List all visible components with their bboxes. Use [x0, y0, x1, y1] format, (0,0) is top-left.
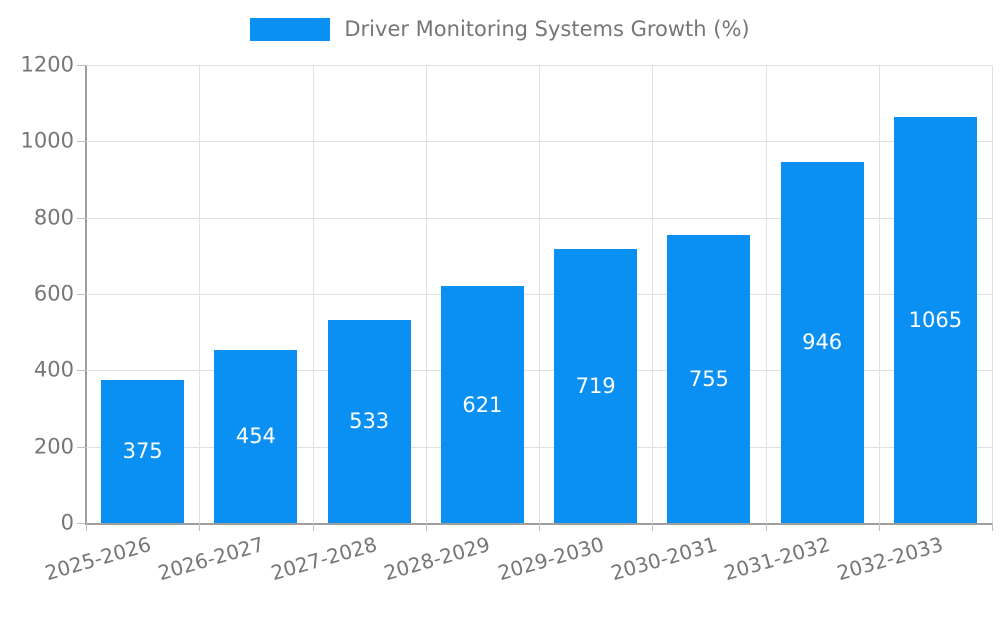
- bar[interactable]: 454: [214, 349, 298, 523]
- bar-value-label: 533: [349, 409, 390, 434]
- x-gridline: [539, 65, 540, 523]
- x-tick-mark: [86, 523, 87, 531]
- x-gridline: [425, 65, 427, 523]
- bar-value-label: 375: [122, 439, 163, 464]
- bar-value-label: 946: [802, 330, 843, 355]
- x-gridline: [652, 65, 654, 523]
- x-gridline: [878, 65, 880, 523]
- x-gridline: [992, 65, 993, 523]
- bar[interactable]: 755: [667, 234, 751, 523]
- y-tick-mark: [77, 65, 85, 66]
- y-tick-mark: [77, 217, 85, 219]
- legend-color-swatch: [250, 17, 331, 41]
- x-tick-mark: [652, 523, 654, 531]
- bar[interactable]: 375: [101, 379, 185, 523]
- y-tick-label: 1000: [20, 128, 74, 153]
- x-tick-mark: [199, 523, 201, 531]
- x-tick-mark: [425, 523, 427, 531]
- chart-legend[interactable]: Driver Monitoring Systems Growth (%): [0, 17, 1000, 41]
- x-tick-mark: [765, 523, 767, 531]
- y-tick-label: 1200: [20, 52, 74, 77]
- bar[interactable]: 621: [440, 286, 524, 523]
- bar[interactable]: 719: [554, 248, 638, 523]
- bar-value-label: 755: [688, 366, 729, 391]
- y-tick-mark: [77, 141, 85, 143]
- y-tick-label: 600: [33, 281, 74, 306]
- y-tick-mark: [77, 294, 85, 295]
- y-tick-label: 400: [33, 357, 74, 382]
- bar[interactable]: 946: [780, 161, 864, 523]
- x-tick-mark: [539, 523, 540, 531]
- bar-value-label: 719: [575, 373, 616, 398]
- y-tick-mark: [77, 523, 85, 524]
- x-tick-mark: [312, 523, 314, 531]
- driver-monitoring-chart[interactable]: Driver Monitoring Systems Growth (%) 0 20…: [0, 0, 1000, 600]
- y-tick-mark: [77, 370, 85, 372]
- x-gridline: [765, 65, 767, 523]
- legend-label: Driver Monitoring Systems Growth (%): [344, 17, 750, 41]
- plot-area: 0 200 400 600 800 1000 1200 375 2025-2026 454 2026…: [21, 53, 993, 585]
- y-tick-label: 200: [33, 434, 74, 459]
- bar[interactable]: 1065: [893, 116, 977, 523]
- y-tick-mark: [77, 446, 85, 448]
- bar-value-label: 454: [235, 424, 276, 449]
- x-gridline: [312, 65, 314, 523]
- y-tick-label: 800: [33, 205, 74, 230]
- y-tick-label: 0: [60, 510, 74, 535]
- x-gridline: [199, 65, 201, 523]
- bar[interactable]: 533: [327, 319, 411, 523]
- bar-value-label: 621: [462, 392, 503, 417]
- x-tick-mark: [992, 523, 993, 531]
- bar-value-label: 1065: [908, 307, 963, 332]
- x-tick-mark: [878, 523, 880, 531]
